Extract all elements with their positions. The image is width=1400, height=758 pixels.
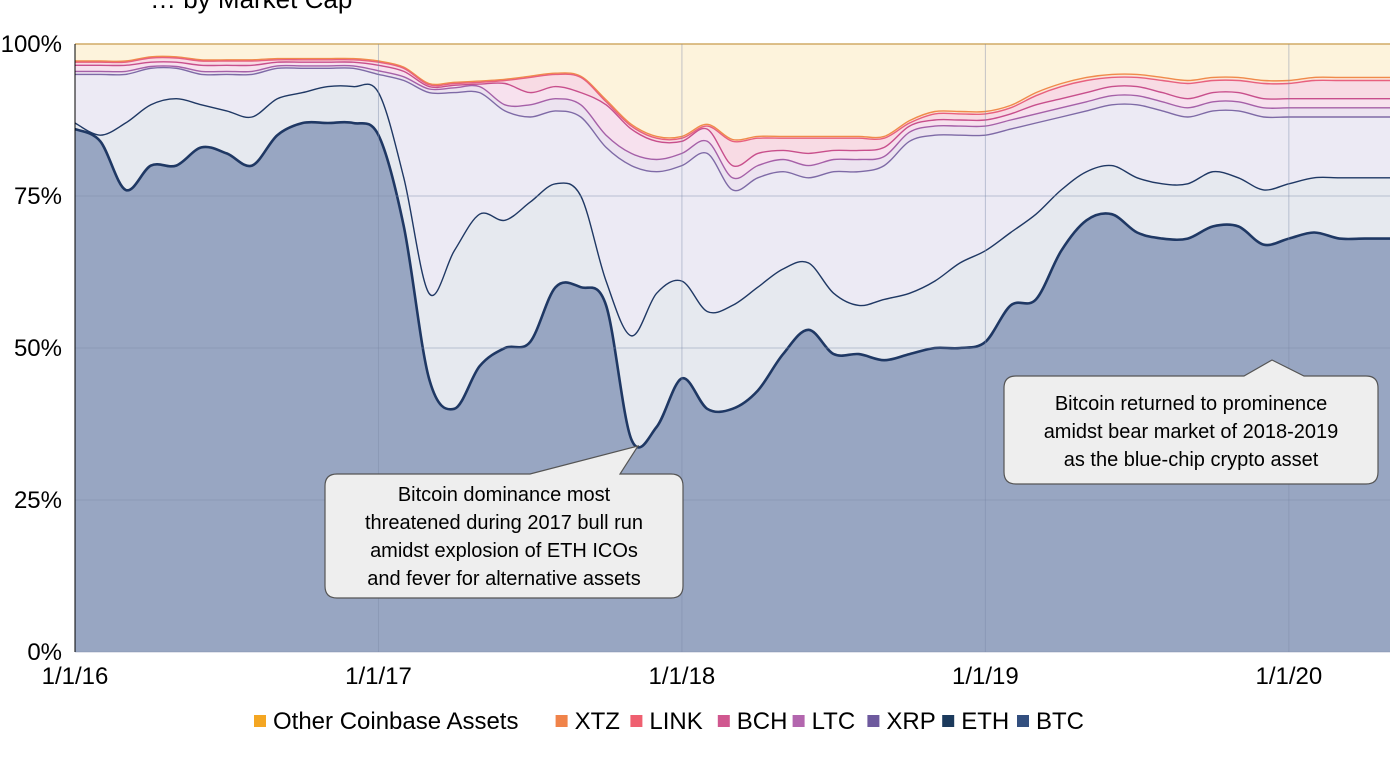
legend-swatch-link (630, 715, 643, 727)
chart-title: … by Market Cap (150, 0, 352, 14)
callout-2018-2019-line: amidst bear market of 2018-2019 (1044, 421, 1339, 443)
callout-2017-line: amidst explosion of ETH ICOs (370, 540, 638, 562)
legend-label-link: LINK (649, 708, 702, 735)
x-axis-ticks: 1/1/16 1/1/17 1/1/18 1/1/19 1/1/20 (42, 663, 1323, 690)
callout-2017-line: threatened during 2017 bull run (365, 512, 643, 534)
legend-label-other-coinbase-assets: Other Coinbase Assets (273, 708, 518, 735)
legend-swatch-eth (942, 715, 955, 727)
callout-box-2018-2019 (1003, 359, 1379, 485)
y-tick-label: 25% (14, 487, 62, 514)
y-axis-ticks: 0% 25% 50% 75% 100% (1, 31, 62, 666)
line-ltc (75, 64, 1390, 180)
y-tick-label: 50% (14, 335, 62, 362)
legend-label-btc: BTC (1036, 708, 1084, 735)
line-eth (74, 83, 1390, 337)
x-tick-label: 1/1/20 (1255, 663, 1322, 690)
x-tick-label: 1/1/18 (649, 663, 716, 690)
legend-swatch-other-coinbase-assets (254, 715, 266, 727)
line-xtz (75, 55, 1390, 141)
line-btc (74, 120, 1390, 449)
line-link (75, 56, 1390, 143)
legend-label-xrp: XRP (886, 708, 935, 735)
callout-2018-2019-line: as the blue-chip crypto asset (1064, 449, 1319, 471)
y-tick-label: 0% (27, 639, 62, 666)
legend-swatch-bch (717, 715, 730, 727)
x-tick-label: 1/1/16 (42, 663, 109, 690)
callout-box-2017 (324, 445, 684, 599)
legend-swatch-xtz (555, 715, 568, 727)
legend-label-xtz: XTZ (575, 708, 620, 735)
callout-2017-line: and fever for alternative assets (367, 568, 640, 590)
legend-swatch-xrp (867, 715, 880, 727)
line-bch (75, 61, 1390, 168)
callout-2017-line: Bitcoin dominance most (398, 484, 611, 506)
callout-2018-2019-line: Bitcoin returned to prominence (1055, 393, 1327, 415)
y-tick-label: 100% (1, 31, 62, 58)
x-tick-label: 1/1/19 (952, 663, 1019, 690)
x-tick-label: 1/1/17 (345, 663, 412, 690)
legend-label-ltc: LTC (812, 708, 856, 735)
legend-label-eth: ETH (961, 708, 1009, 735)
chart-title-text: … by Market Cap (150, 0, 352, 14)
y-tick-label: 75% (14, 183, 62, 210)
legend: Other Coinbase Assets XTZ LINK BCH LTC XRP ETH… (254, 708, 1084, 735)
legend-label-bch: BCH (737, 708, 788, 735)
legend-swatch-ltc (792, 715, 805, 727)
legend-swatch-btc (1017, 715, 1029, 727)
line-xrp (75, 66, 1390, 192)
annotations: Bitcoin dominance most threatened during … (324, 359, 1379, 599)
